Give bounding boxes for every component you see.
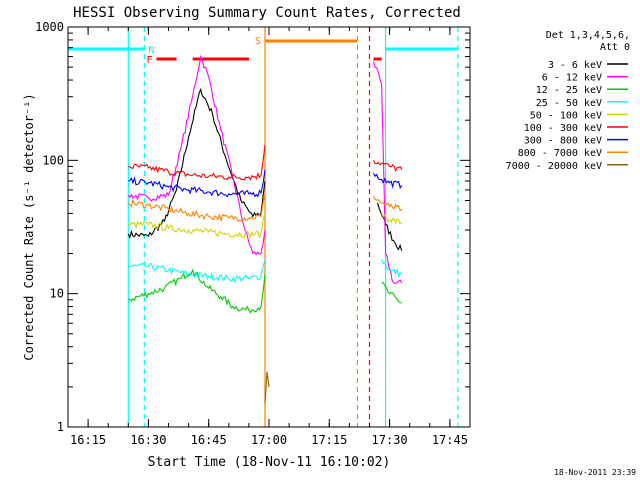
y-tick-label-1: 1 [57,420,64,434]
series-25-50-kev-part-1 [381,259,403,278]
y-axis: 1 10 100 1000 [35,20,470,434]
series-6-12-kev-part-0 [127,54,266,256]
x-tick-label-16-15: 16:15 [70,433,106,447]
flag-label-n: N [148,45,154,56]
timestamp: 18-Nov-2011 23:39 [554,468,636,477]
legend-label-7000-20000-kev: 7000 - 20000 keV [506,161,602,172]
series-100-300-kev-part-1 [373,160,403,172]
chart-title: HESSI Observing Summary Count Rates, Cor… [73,5,461,21]
x-tick-label-17-15: 17:15 [311,433,347,447]
legend-label-25-50-kev: 25 - 50 keV [536,98,602,109]
series-800-7000-kev-part-1 [372,195,403,212]
x-tick-label-16-30: 16:30 [130,433,166,447]
series-7000-20000-kev-part-0 [264,371,270,404]
series-50-100-kev-part-1 [381,213,402,225]
series-50-100-kev-part-0 [128,213,266,239]
x-tick-label-16-45: 16:45 [191,433,227,447]
flag-bars: FN S [68,36,458,66]
legend-label-100-300-kev: 100 - 300 keV [524,123,602,134]
x-axis-label: Start Time (18-Nov-11 16:10:02) [148,455,391,470]
x-axis: 16:15 16:30 16:45 17:00 17:15 17:30 17:45 [70,27,468,447]
legend-label-12-25-kev: 12 - 25 keV [536,85,602,96]
series-6-12-kev-part-1 [372,61,403,284]
x-tick-label-17-00: 17:00 [251,433,287,447]
x-tick-label-17-30: 17:30 [372,433,408,447]
legend-label-50-100-kev: 50 - 100 keV [530,110,602,121]
y-axis-label: Corrected Count Rate (s⁻¹ detector⁻¹) [22,93,36,360]
time-markers [127,27,459,427]
series-100-300-kev-part-0 [128,145,266,181]
y-tick-label-100: 100 [42,153,64,167]
y-tick-label-1000: 1000 [35,20,64,34]
legend-header-line-2: Att 0 [600,42,630,53]
series-300-800-kev-part-0 [128,169,266,198]
series-12-25-kev-part-1 [381,281,402,304]
flag-label-s: S [255,36,261,47]
series-3-6-kev-part-1 [376,202,403,251]
series-12-25-kev-part-0 [128,268,266,314]
legend-label-800-7000-kev: 800 - 7000 keV [518,148,602,159]
legend-label-3-6-kev: 3 - 6 keV [548,60,602,71]
flag-label-f: F [146,55,152,66]
legend-header-line-1: Det 1,3,4,5,6, [546,30,630,41]
legend-label-6-12-kev: 6 - 12 keV [542,73,602,84]
x-tick-label-17-45: 17:45 [432,433,468,447]
series-800-7000-kev-part-0 [127,194,266,223]
series-lines [127,54,403,404]
legend-label-300-800-kev: 300 - 800 keV [524,136,602,147]
series-300-800-kev-part-1 [373,173,403,190]
y-tick-label-10: 10 [50,287,64,301]
legend: Det 1,3,4,5,6, Att 0 3 - 6 keV 6 - 12 keV… [506,30,630,172]
series-3-6-kev-part-0 [127,87,266,240]
series-25-50-kev-part-0 [128,259,266,284]
